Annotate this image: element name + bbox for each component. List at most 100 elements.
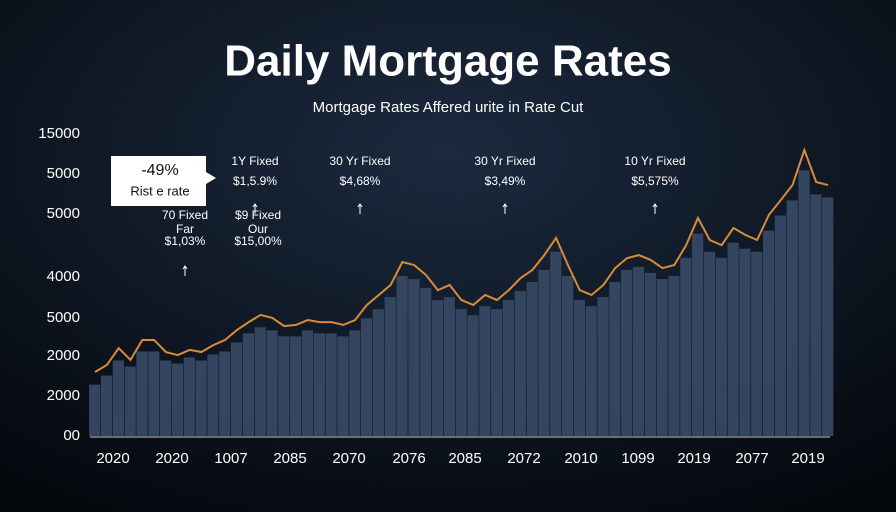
annotation-arrow: [652, 203, 658, 214]
bar: [609, 281, 621, 436]
chart-subtitle: Mortgage Rates Affered urite in Rate Cut: [313, 99, 585, 116]
bar: [502, 300, 515, 436]
annotation-text: 10 Yr Fixed: [624, 154, 685, 168]
bar: [337, 336, 349, 436]
bar: [89, 384, 101, 436]
bar: [384, 297, 396, 436]
annotation-text: 30 Yr Fixed: [474, 154, 535, 168]
y-tick-label: 5000: [47, 205, 80, 222]
bar: [810, 194, 822, 436]
x-tick-label: 2019: [677, 450, 710, 467]
bar: [408, 278, 420, 436]
bar: [479, 306, 491, 436]
bar: [774, 215, 787, 436]
annotation-text: $1,03%: [165, 234, 206, 248]
bar: [668, 275, 680, 436]
bar: [703, 251, 716, 436]
bar: [278, 336, 290, 436]
x-tick-label: 2070: [332, 450, 365, 467]
x-tick-label: 2085: [448, 450, 481, 467]
bar: [822, 197, 834, 436]
bar: [230, 342, 243, 436]
bar: [349, 330, 361, 436]
annotation-text: 1Y Fixed: [231, 154, 278, 168]
bar: [715, 257, 727, 436]
y-tick-label: 2000: [47, 347, 80, 364]
bar: [112, 360, 124, 436]
bar: [585, 306, 597, 436]
bar: [195, 360, 207, 436]
bar: [621, 269, 633, 436]
bar: [798, 170, 810, 437]
annotation-text: $1,5.9%: [233, 174, 277, 188]
bar: [762, 230, 775, 436]
annotation-arrow: [357, 203, 363, 214]
bar: [290, 336, 302, 436]
annotation-text: $15,00%: [234, 234, 282, 248]
bar: [632, 266, 645, 436]
annotation-text: 30 Yr Fixed: [329, 154, 390, 168]
bar: [692, 233, 704, 436]
bar: [396, 275, 408, 436]
bar: [431, 300, 444, 436]
bar: [171, 363, 184, 436]
bar: [597, 297, 609, 436]
bar: [467, 315, 479, 436]
x-tick-label: 2010: [564, 450, 597, 467]
annotation-text: $5,575%: [631, 174, 679, 188]
y-tick-label: 2000: [47, 387, 80, 404]
bar: [325, 333, 337, 436]
annotation-text: $3,49%: [485, 174, 526, 188]
bar: [680, 257, 692, 436]
bar: [100, 375, 113, 436]
chart-title: Daily Mortgage Rates: [224, 37, 671, 86]
x-tick-label: 2077: [735, 450, 768, 467]
bar: [136, 351, 148, 436]
bar: [372, 309, 385, 436]
annotation-arrow: [252, 203, 258, 214]
callout-value: -49%: [141, 162, 178, 179]
bar: [455, 309, 467, 436]
bar: [361, 318, 373, 436]
bar: [266, 330, 278, 436]
bar: [550, 251, 562, 436]
x-tick-label: 2072: [507, 450, 540, 467]
rate-line: [94, 147, 829, 373]
bar: [538, 269, 550, 436]
y-tick-label: 15000: [38, 125, 80, 142]
x-tick-label: 1099: [621, 450, 654, 467]
bar: [207, 354, 219, 436]
bar: [420, 288, 432, 436]
x-tick-label: 2076: [392, 450, 425, 467]
bar: [148, 351, 160, 436]
bar: [739, 248, 751, 436]
annotation-text: $4,68%: [340, 174, 381, 188]
x-tick-label: 2085: [273, 450, 306, 467]
bar: [727, 242, 739, 436]
bar: [491, 309, 503, 436]
callout-label: Rist e rate: [130, 183, 189, 198]
y-tick-label: 5000: [47, 165, 80, 182]
bar: [183, 357, 195, 436]
bar: [526, 281, 538, 436]
callout-box: [111, 156, 216, 206]
y-tick-label: 00: [63, 427, 80, 444]
bar: [242, 333, 255, 436]
bar: [561, 275, 574, 436]
bar: [219, 351, 231, 436]
bar: [514, 291, 526, 436]
bar: [443, 297, 455, 436]
y-tick-label: 5000: [47, 309, 80, 326]
annotation-text: $9 Fixed: [235, 208, 281, 222]
bar: [644, 272, 656, 436]
bar: [160, 360, 172, 436]
bar: [786, 200, 798, 436]
bar: [254, 327, 266, 436]
bar: [313, 333, 325, 436]
x-tick-label: 2020: [96, 450, 129, 467]
bar: [751, 251, 763, 436]
bar: [124, 366, 136, 436]
annotation-arrow: [502, 203, 508, 214]
bar: [573, 300, 586, 436]
